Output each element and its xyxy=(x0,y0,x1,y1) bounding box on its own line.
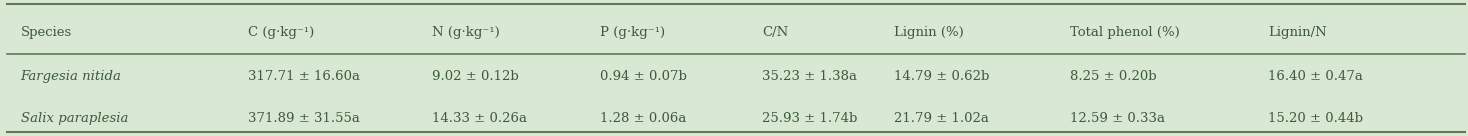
Text: 25.93 ± 1.74b: 25.93 ± 1.74b xyxy=(762,112,857,125)
Text: 15.20 ± 0.44b: 15.20 ± 0.44b xyxy=(1268,112,1364,125)
Text: 14.33 ± 0.26a: 14.33 ± 0.26a xyxy=(432,112,527,125)
Text: 16.40 ± 0.47a: 16.40 ± 0.47a xyxy=(1268,70,1364,83)
Text: 9.02 ± 0.12b: 9.02 ± 0.12b xyxy=(432,70,518,83)
Text: C/N: C/N xyxy=(762,26,788,39)
Text: C (g·kg⁻¹): C (g·kg⁻¹) xyxy=(248,26,314,39)
Text: Lignin/N: Lignin/N xyxy=(1268,26,1327,39)
Text: Salix paraplesia: Salix paraplesia xyxy=(21,112,128,125)
Text: Lignin (%): Lignin (%) xyxy=(894,26,964,39)
Text: Total phenol (%): Total phenol (%) xyxy=(1070,26,1180,39)
Text: 0.94 ± 0.07b: 0.94 ± 0.07b xyxy=(600,70,687,83)
Text: 317.71 ± 16.60a: 317.71 ± 16.60a xyxy=(248,70,360,83)
Text: 371.89 ± 31.55a: 371.89 ± 31.55a xyxy=(248,112,360,125)
Text: 8.25 ± 0.20b: 8.25 ± 0.20b xyxy=(1070,70,1157,83)
Text: 21.79 ± 1.02a: 21.79 ± 1.02a xyxy=(894,112,989,125)
Text: 35.23 ± 1.38a: 35.23 ± 1.38a xyxy=(762,70,857,83)
Text: Fargesia nitida: Fargesia nitida xyxy=(21,70,122,83)
Text: 1.28 ± 0.06a: 1.28 ± 0.06a xyxy=(600,112,687,125)
Text: 12.59 ± 0.33a: 12.59 ± 0.33a xyxy=(1070,112,1166,125)
Text: Species: Species xyxy=(21,26,72,39)
Text: 14.79 ± 0.62b: 14.79 ± 0.62b xyxy=(894,70,989,83)
Text: P (g·kg⁻¹): P (g·kg⁻¹) xyxy=(600,26,665,39)
Text: N (g·kg⁻¹): N (g·kg⁻¹) xyxy=(432,26,499,39)
